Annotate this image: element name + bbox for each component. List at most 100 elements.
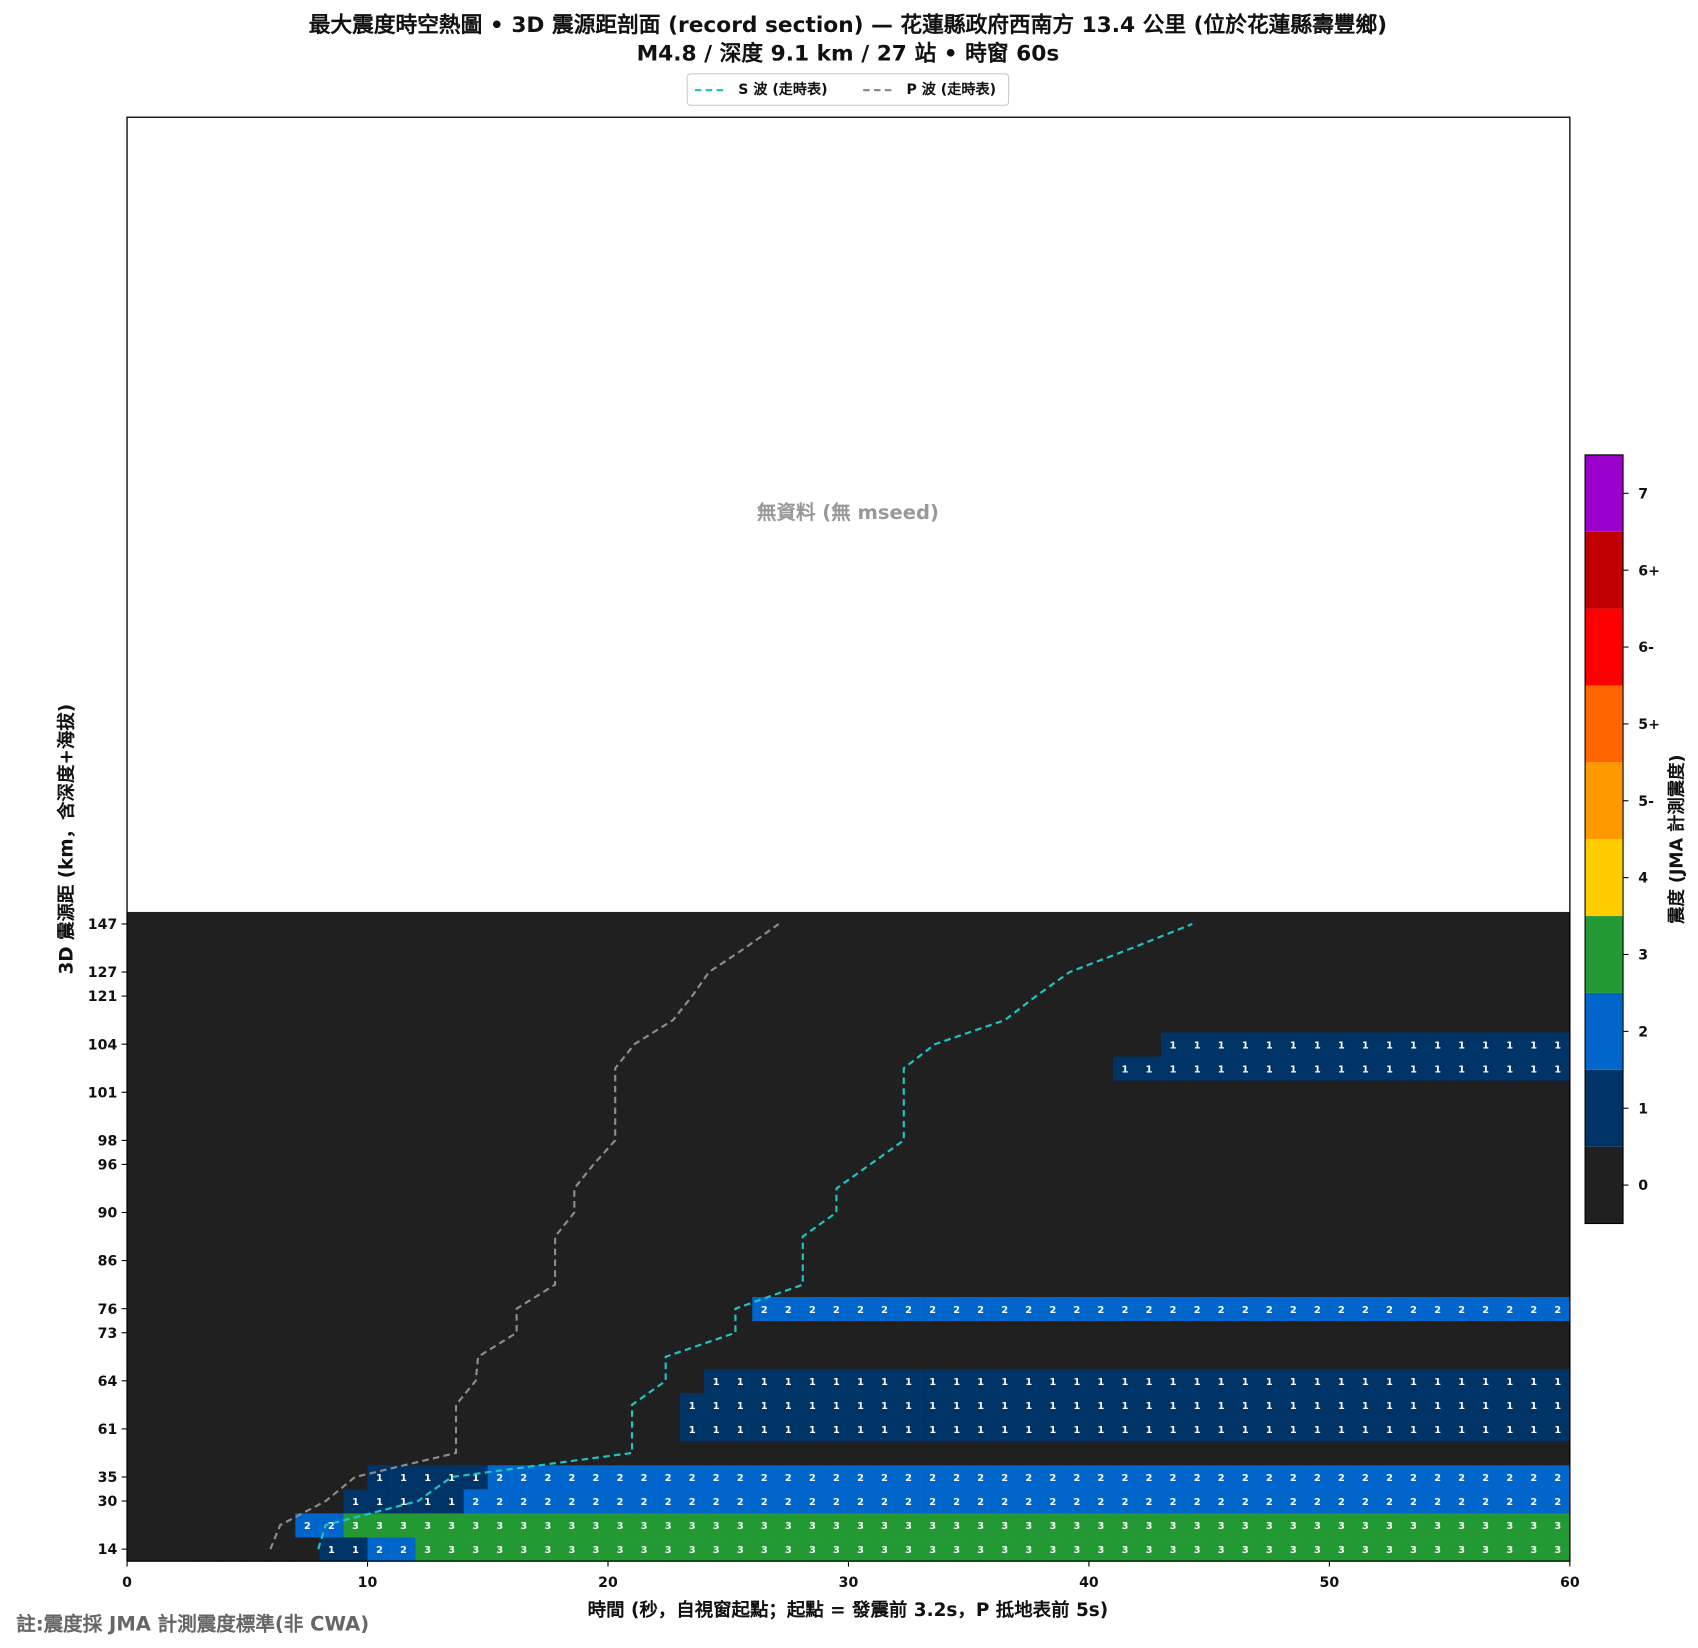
cell-label: 2 <box>1410 1497 1417 1508</box>
cell-label: 2 <box>977 1497 984 1508</box>
heat-cell <box>728 960 753 985</box>
heat-cell <box>896 1416 921 1442</box>
cell-label: 1 <box>1025 1401 1032 1412</box>
heat-cell <box>1329 1176 1354 1201</box>
heat-cell <box>1305 1320 1330 1346</box>
heat-cell <box>872 1537 897 1562</box>
heat-cell <box>391 1416 416 1442</box>
heat-cell <box>1545 1440 1571 1466</box>
heat-cell <box>680 1152 705 1177</box>
heat-cell <box>1209 1104 1234 1129</box>
cell-label: 1 <box>1386 1377 1393 1388</box>
heat-cell <box>872 1368 897 1394</box>
heat-cell <box>151 1128 176 1153</box>
cell-label: 3 <box>424 1521 431 1532</box>
heat-cell <box>439 1152 465 1177</box>
heat-cell <box>896 911 921 937</box>
cell-label: 1 <box>376 1473 383 1484</box>
cell-label: 2 <box>977 1473 984 1484</box>
heat-cell <box>704 1080 729 1105</box>
cell-label: 2 <box>304 1521 311 1532</box>
heat-cell <box>1353 1272 1378 1297</box>
heat-cell <box>848 935 873 961</box>
heat-cell <box>1016 1513 1042 1538</box>
cell-label: 1 <box>1482 1401 1489 1412</box>
heat-cell <box>1497 1320 1523 1346</box>
heat-cell <box>632 911 657 937</box>
cell-label: 3 <box>1170 1521 1177 1532</box>
heat-cell <box>824 1464 849 1490</box>
heat-cell <box>1064 1080 1090 1105</box>
heat-cell <box>535 1320 561 1346</box>
heat-cell <box>583 1152 609 1177</box>
cell-label: 2 <box>1074 1473 1081 1484</box>
cell-label: 1 <box>1290 1425 1297 1436</box>
heat-cell <box>680 1368 705 1394</box>
heat-cell <box>1016 1200 1042 1225</box>
heat-cell <box>511 1080 537 1105</box>
heat-cell <box>391 1008 416 1033</box>
heat-cell <box>968 1224 994 1249</box>
heat-cell <box>1401 1224 1426 1249</box>
colorbar-segment <box>1585 1146 1624 1224</box>
heat-cell <box>607 1224 633 1249</box>
heat-cell <box>295 1224 320 1249</box>
heat-cell <box>848 1128 873 1153</box>
heat-cell <box>680 1080 705 1105</box>
heat-cell <box>1281 1464 1306 1490</box>
heat-cell <box>944 1080 970 1105</box>
heat-cell <box>535 1464 561 1490</box>
heat-cell <box>680 1344 705 1370</box>
heat-cell <box>1401 1200 1426 1225</box>
heat-cell <box>1281 1008 1306 1033</box>
heat-cell <box>271 1128 296 1153</box>
heat-cell <box>632 1176 657 1201</box>
heat-cell <box>487 1176 513 1201</box>
heat-cell <box>463 1104 489 1129</box>
cell-label: 1 <box>1122 1425 1129 1436</box>
cell-label: 3 <box>953 1545 960 1556</box>
heat-cell <box>295 1296 320 1322</box>
heat-cell <box>1401 1537 1426 1562</box>
heat-cell <box>1137 1200 1162 1225</box>
heat-cell <box>463 1008 489 1033</box>
heat-cell <box>1209 1489 1234 1514</box>
colorbar-segment <box>1585 839 1624 917</box>
heat-cell <box>1305 1440 1330 1466</box>
heat-cell <box>463 1489 489 1514</box>
heat-cell <box>175 1008 200 1033</box>
heat-cell <box>1401 1056 1426 1081</box>
heat-cell <box>1281 1296 1306 1322</box>
cell-label: 1 <box>1362 1377 1369 1388</box>
heat-cell <box>1281 911 1306 937</box>
colorbar-tick-label: 7 <box>1638 486 1648 502</box>
heat-cell <box>632 1080 657 1105</box>
cell-label: 3 <box>617 1521 624 1532</box>
heat-cell <box>487 1416 513 1442</box>
cell-label: 3 <box>1362 1521 1369 1532</box>
heat-cell <box>1088 1440 1114 1466</box>
heat-cell <box>680 1416 705 1442</box>
heat-cell <box>223 1104 248 1129</box>
heat-cell <box>992 1440 1018 1466</box>
heat-cell <box>1137 1296 1162 1322</box>
heat-cell <box>944 1272 970 1297</box>
heat-cell <box>1401 1344 1426 1370</box>
cell-label: 1 <box>1074 1425 1081 1436</box>
heat-cell <box>127 1080 152 1105</box>
heat-cell <box>463 911 489 937</box>
cell-label: 2 <box>1314 1305 1321 1316</box>
heat-cell <box>127 1537 152 1562</box>
heat-cell <box>704 1008 729 1033</box>
heat-cell <box>415 1176 440 1201</box>
colorbar-segment <box>1585 608 1624 686</box>
heat-cell <box>1377 1224 1402 1249</box>
heat-cell <box>559 1513 585 1538</box>
heat-cell <box>1209 1440 1234 1466</box>
heat-cell <box>728 1176 753 1201</box>
cell-label: 1 <box>905 1425 912 1436</box>
heat-cell <box>920 1320 945 1346</box>
heat-cell <box>463 1272 489 1297</box>
heat-cell <box>1185 1032 1210 1057</box>
